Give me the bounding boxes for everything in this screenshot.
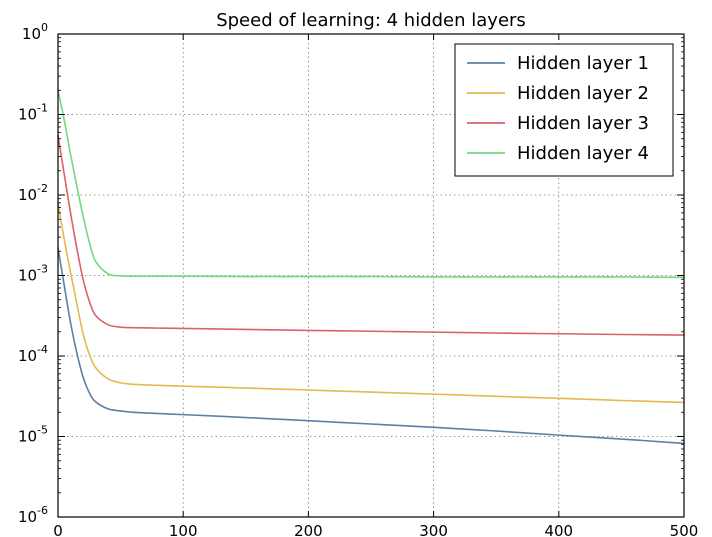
- y-tick-label: 10-3: [18, 263, 48, 285]
- legend: Hidden layer 1 Hidden layer 2 Hidden layer…: [454, 43, 674, 177]
- x-tick-label: 300: [419, 522, 448, 537]
- legend-label: Hidden layer 3: [517, 113, 649, 134]
- x-tick-label: 400: [544, 522, 573, 537]
- y-tick-label: 10-6: [18, 504, 48, 526]
- legend-label: Hidden layer 1: [517, 53, 649, 74]
- legend-label: Hidden layer 4: [517, 143, 649, 164]
- y-tick-label: 10-2: [18, 182, 48, 204]
- series-line-hidden-layer-2: [57, 202, 685, 404]
- x-tick-label: 0: [53, 522, 63, 537]
- series-line-hidden-layer-3: [57, 134, 685, 336]
- series-lines: [57, 89, 685, 445]
- legend-label: Hidden layer 2: [517, 83, 649, 104]
- y-tick-label: 10-4: [18, 343, 48, 365]
- y-tick-label: 10-1: [18, 102, 48, 124]
- x-tick-label: 100: [169, 522, 198, 537]
- series-line-hidden-layer-4: [57, 89, 685, 279]
- ticks: 0 100 200 300 400 500 10-6 10-5 10-4 10-3 10-2 10-1…: [18, 21, 698, 537]
- chart-title: Speed of learning: 4 hidden layers: [216, 10, 526, 31]
- y-tick-label: 100: [22, 21, 48, 43]
- x-tick-label: 200: [294, 522, 323, 537]
- x-tick-label: 500: [670, 522, 699, 537]
- legend-box: [454, 43, 674, 177]
- series-line-hidden-layer-1: [57, 247, 685, 445]
- y-tick-label: 10-5: [18, 424, 48, 446]
